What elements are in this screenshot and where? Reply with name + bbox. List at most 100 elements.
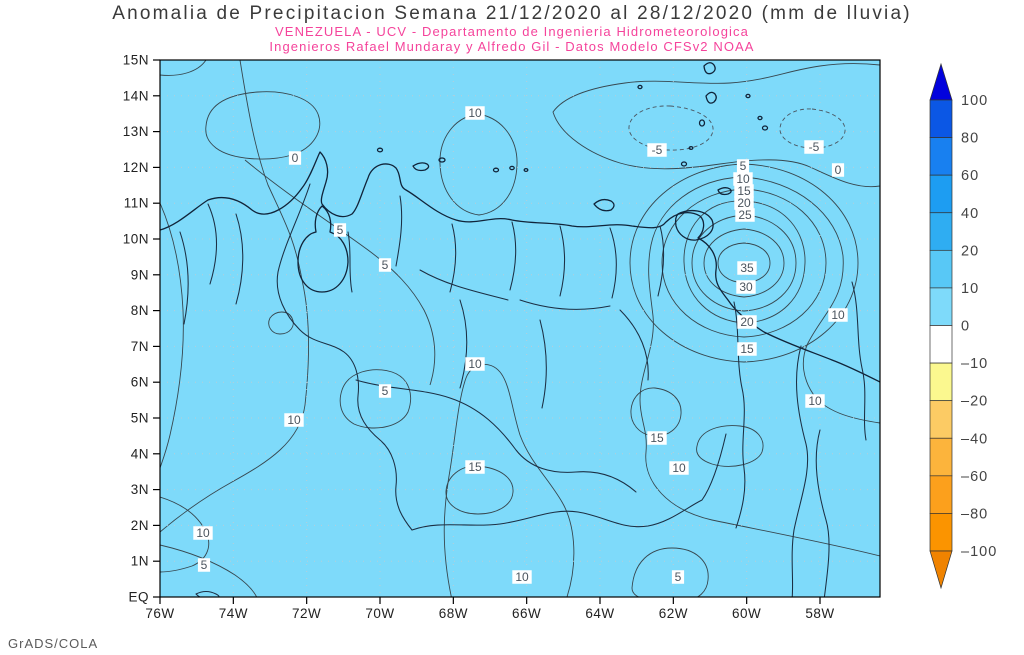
colorbar-segment xyxy=(929,174,953,214)
coastlines-and-borders xyxy=(160,62,880,597)
contour-label: 10 xyxy=(287,413,301,427)
contour-label: 15 xyxy=(737,184,751,198)
lat-tick-label: 4N xyxy=(131,446,149,461)
colorbar-segment xyxy=(929,325,953,364)
lon-tick-label: 74W xyxy=(219,606,248,621)
venezuela-guyana-border xyxy=(733,301,746,529)
colorbar-level-label: –10 xyxy=(961,356,988,372)
contour-label: 5 xyxy=(675,570,682,584)
contour-label: 25 xyxy=(738,208,752,222)
contour-label-box xyxy=(737,315,757,329)
contour-label-box xyxy=(831,163,845,177)
caribbean-islands xyxy=(376,62,769,196)
contour-label-box xyxy=(647,143,667,157)
lat-tick-label: 11N xyxy=(124,196,149,211)
state-boundaries xyxy=(179,195,867,597)
contour-label: 5 xyxy=(740,159,747,173)
lon-tick-label: 62W xyxy=(659,606,688,621)
contour-label-box xyxy=(736,159,750,173)
colorbar-segment xyxy=(929,137,953,176)
contour-label-box xyxy=(465,357,485,371)
colorbar-level-label: –60 xyxy=(961,469,988,485)
grads-credit: GrADS/COLA xyxy=(8,636,99,651)
colorbar-level-label: 10 xyxy=(961,281,979,297)
lon-tick-label: 70W xyxy=(365,606,394,621)
lat-tick-label: 12N xyxy=(123,160,149,175)
colorbar-segment xyxy=(929,513,953,552)
south-america-north-coastline xyxy=(160,151,880,383)
lat-tick-label: 6N xyxy=(131,375,149,390)
contour-label: 5 xyxy=(337,223,344,237)
contour-label-box xyxy=(734,184,754,198)
colorbar-segment xyxy=(929,99,953,138)
lat-tick-label: 9N xyxy=(131,267,149,282)
lon-tick-label: 72W xyxy=(292,606,321,621)
colorbar-level-label: –80 xyxy=(961,506,988,522)
contour-label: 0 xyxy=(835,163,842,177)
colorbar-level-label: –100 xyxy=(961,544,997,560)
contour-label-box xyxy=(736,280,756,294)
contour-label: 10 xyxy=(672,461,686,475)
plot-title: Anomalia de Precipitacion Semana 21/12/2… xyxy=(112,3,912,24)
contour-label-box xyxy=(805,394,825,408)
lat-tick-label: 5N xyxy=(131,411,149,426)
contour-label-box xyxy=(465,106,485,120)
colorbar-level-label: 40 xyxy=(961,206,979,222)
orinoco-river xyxy=(355,379,637,493)
colorbar-arrow-up xyxy=(929,62,953,101)
contour-label: 0 xyxy=(292,151,299,165)
contour-label: -5 xyxy=(652,143,663,157)
colorbar-segment xyxy=(929,400,953,439)
contour-label-box xyxy=(193,526,213,540)
contour-label: 5 xyxy=(201,558,208,572)
contour-label: 10 xyxy=(196,526,210,540)
contour-label: 20 xyxy=(737,196,751,210)
contour-label: 10 xyxy=(736,172,750,186)
lat-tick-label: 3N xyxy=(131,482,149,497)
contour-label-box xyxy=(647,431,667,445)
contour-label: 20 xyxy=(740,315,754,329)
lat-tick-label: 7N xyxy=(131,339,149,354)
contour-label: 15 xyxy=(468,460,482,474)
lon-tick-label: 64W xyxy=(585,606,614,621)
lon-tick-label: 68W xyxy=(439,606,468,621)
colorbar-segment xyxy=(929,437,953,477)
venezuela-brazil-border xyxy=(411,433,727,531)
trinidad-island xyxy=(674,209,714,241)
lat-tick-label: 8N xyxy=(131,303,149,318)
colombia-venezuela-border xyxy=(276,183,413,531)
contour-label: -5 xyxy=(809,140,820,154)
contour-label-box xyxy=(735,208,755,222)
colorbar-level-label: 100 xyxy=(961,93,988,109)
lon-tick-label: 76W xyxy=(145,606,174,621)
contour-label-box xyxy=(284,413,304,427)
lon-tick-label: 66W xyxy=(512,606,541,621)
colorbar-level-label: 80 xyxy=(961,131,979,147)
longitude-axis: 76W 74W 72W 70W 68W 66W 64W 62W 60W 58W xyxy=(145,597,834,621)
contour-label: 15 xyxy=(650,431,664,445)
contour-label-box xyxy=(733,172,753,186)
contour-label: 5 xyxy=(382,258,389,272)
contour-label-box xyxy=(734,196,754,210)
lat-tick-label: 10N xyxy=(123,232,149,247)
colorbar-arrow-down xyxy=(929,550,953,590)
fill-band-0-10 xyxy=(160,60,880,597)
colorbar-level-label: –40 xyxy=(961,431,988,447)
colorbar-level-label: –20 xyxy=(961,394,988,410)
contour-label-box xyxy=(804,140,824,154)
contour-label-box xyxy=(737,342,757,356)
lat-tick-label: EQ xyxy=(128,590,149,605)
contour-label: 10 xyxy=(831,308,845,322)
contour-label-box xyxy=(465,460,485,474)
contour-label: 10 xyxy=(468,357,482,371)
lon-tick-label: 58W xyxy=(805,606,834,621)
lat-tick-label: 1N xyxy=(131,554,149,569)
map-frame xyxy=(159,59,881,598)
contour-label: 10 xyxy=(808,394,822,408)
lat-tick-label: 15N xyxy=(123,53,149,68)
contour-label-box xyxy=(197,558,211,572)
contour-label-box xyxy=(378,384,392,398)
